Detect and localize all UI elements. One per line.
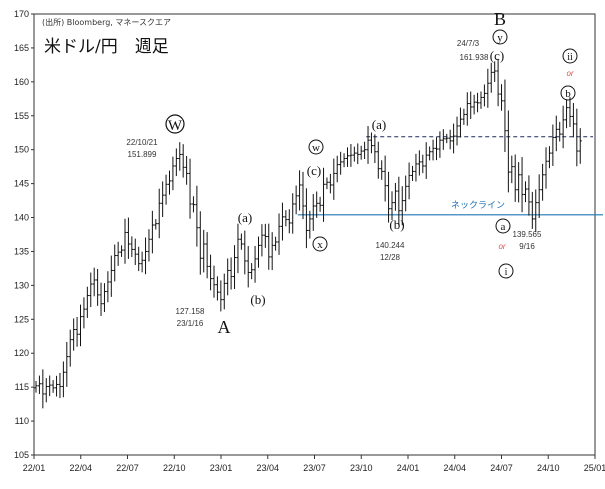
label-W: W (168, 118, 183, 134)
b-circle (560, 85, 576, 101)
label-x: x (317, 239, 323, 251)
label-w: w (312, 142, 320, 154)
y-tick-label: 165 (14, 43, 29, 53)
x-tick-label: 25/01 (584, 463, 605, 473)
axes: 105 110 115 120 125 130 135 140 145 150 155 160 165 1… (14, 9, 605, 473)
y-tick-label: 155 (14, 111, 29, 121)
y-tick-label: 140 (14, 213, 29, 223)
label-c2: (c) (490, 48, 504, 63)
x-tick-label: 22/01 (23, 463, 46, 473)
y-tick-label: 170 (14, 9, 29, 19)
or-bottom: or (498, 242, 505, 251)
x-low-date: 12/28 (380, 253, 401, 262)
label-b-circ: b (565, 88, 571, 100)
x-tick-label: 24/07 (490, 463, 513, 473)
x-tick-label: 22/07 (116, 463, 139, 473)
a-circle (495, 218, 511, 234)
x-low-value: 140.244 (376, 241, 405, 250)
x-tick-label: 22/04 (69, 463, 92, 473)
x-tick-label: 23/07 (303, 463, 326, 473)
x-tick-label: 24/04 (443, 463, 466, 473)
label-a2: (a) (372, 117, 386, 132)
i-circle (498, 263, 514, 279)
x-tick-label: 24/01 (397, 463, 420, 473)
b-top-date: 24/7/3 (457, 39, 480, 48)
b-top-value: 161.938 (460, 53, 489, 62)
label-B: B (494, 9, 506, 29)
chart-title: 米ドル/円 週足 (44, 37, 169, 57)
a2-low-date: 9/16 (519, 242, 535, 251)
w-small-circle (308, 139, 324, 155)
w-top-date: 22/10/21 (126, 138, 158, 147)
y-tick-label: 135 (14, 246, 29, 256)
a2-low-value: 139.565 (513, 230, 542, 239)
x-tick-label: 23/01 (210, 463, 233, 473)
y-tick-label: 115 (15, 382, 29, 392)
neckline (297, 136, 603, 216)
label-c1: (c) (307, 163, 321, 178)
x-circle (312, 236, 328, 252)
y-tick-label: 150 (14, 145, 29, 155)
candles (34, 58, 582, 409)
x-tick-label: 22/10 (163, 463, 186, 473)
label-b1: (b) (250, 292, 265, 307)
x-tick-label: 24/10 (537, 463, 560, 473)
y-tick-label: 160 (14, 77, 29, 87)
source-note: (出所) Bloomberg, マネースクエア (42, 17, 171, 27)
w-top-value: 151.899 (128, 150, 157, 159)
label-a-circ: a (501, 221, 506, 233)
w-circle (165, 114, 185, 134)
label-A: A (218, 317, 231, 337)
x-tick-label: 23/10 (350, 463, 373, 473)
label-b2: (b) (389, 217, 404, 232)
y-tick-label: 125 (14, 314, 29, 324)
a-low-date: 23/1/16 (177, 319, 204, 328)
label-a1: (a) (238, 210, 252, 225)
x-tick-label: 23/04 (256, 463, 279, 473)
annotations: W 22/10/21 151.899 (a) (b) 127.158 23/1/… (126, 9, 578, 337)
y-circle (492, 29, 508, 45)
ii-circle (562, 48, 578, 64)
plot-frame (33, 13, 596, 456)
a-low-value: 127.158 (176, 307, 205, 316)
y-tick-label: 105 (14, 450, 29, 460)
neckline-label: ネックライン (451, 200, 505, 211)
y-tick-label: 145 (14, 179, 29, 189)
label-ii: ii (567, 52, 573, 63)
label-y: y (497, 32, 503, 44)
label-i: i (505, 267, 508, 278)
or-top: or (566, 69, 573, 78)
y-tick-label: 120 (14, 348, 29, 358)
y-tick-label: 110 (15, 416, 29, 426)
y-tick-label: 130 (14, 280, 29, 290)
